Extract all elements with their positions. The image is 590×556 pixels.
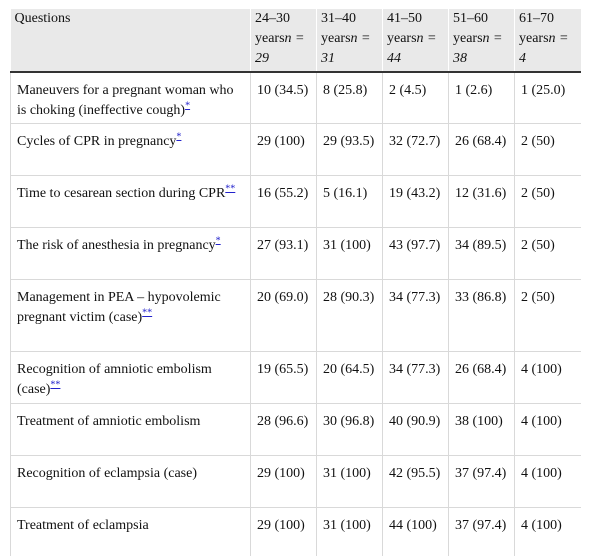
question-text: Treatment of amniotic embolism: [17, 414, 200, 429]
question-text: The risk of anesthesia in pregnancy: [17, 238, 216, 253]
value-cell: 2 (50): [515, 176, 581, 228]
value-cell: 19 (43.2): [383, 176, 449, 228]
footnote-link[interactable]: **: [142, 307, 152, 318]
value-cell: 8 (25.8): [317, 72, 383, 124]
header-group-24-30: 24–30 yearsn = 29: [251, 9, 317, 72]
value-cell: 31 (100): [317, 228, 383, 280]
question-cell: Maneuvers for a pregnant woman who is ch…: [11, 72, 251, 124]
value-cell: 29 (100): [251, 508, 317, 556]
value-cell: 29 (93.5): [317, 124, 383, 176]
value-cell: 44 (100): [383, 508, 449, 556]
header-group-61-70: 61–70 yearsn = 4: [515, 9, 581, 72]
footnote-link[interactable]: **: [50, 379, 60, 390]
value-cell: 1 (2.6): [449, 72, 515, 124]
table-row: Management in PEA – hypovolemic pregnant…: [11, 280, 581, 352]
value-cell: 26 (68.4): [449, 352, 515, 404]
value-cell: 20 (64.5): [317, 352, 383, 404]
table-container: Questions 24–30 yearsn = 29 31–40 yearsn…: [10, 9, 580, 556]
value-cell: 31 (100): [317, 508, 383, 556]
question-cell: Recognition of amniotic embolism (case)*…: [11, 352, 251, 404]
value-cell: 4 (100): [515, 352, 581, 404]
value-cell: 28 (96.6): [251, 404, 317, 456]
value-cell: 32 (72.7): [383, 124, 449, 176]
question-cell: The risk of anesthesia in pregnancy*: [11, 228, 251, 280]
table-row: Maneuvers for a pregnant woman who is ch…: [11, 72, 581, 124]
question-text: Maneuvers for a pregnant woman who is ch…: [17, 83, 234, 118]
question-text: Management in PEA – hypovolemic pregnant…: [17, 290, 221, 325]
header-group-31-40: 31–40 yearsn = 31: [317, 9, 383, 72]
value-cell: 28 (90.3): [317, 280, 383, 352]
value-cell: 34 (77.3): [383, 280, 449, 352]
question-text: Treatment of eclampsia: [17, 518, 149, 533]
question-cell: Time to cesarean section during CPR**: [11, 176, 251, 228]
value-cell: 29 (100): [251, 124, 317, 176]
question-text: Recognition of eclampsia (case): [17, 466, 197, 481]
header-questions: Questions: [11, 9, 251, 72]
value-cell: 29 (100): [251, 456, 317, 508]
header-group-41-50: 41–50 yearsn = 44: [383, 9, 449, 72]
table-row: The risk of anesthesia in pregnancy* 27 …: [11, 228, 581, 280]
value-cell: 20 (69.0): [251, 280, 317, 352]
question-text: Cycles of CPR in pregnancy: [17, 134, 176, 149]
table-row: Recognition of amniotic embolism (case)*…: [11, 352, 581, 404]
value-cell: 16 (55.2): [251, 176, 317, 228]
footnote-link[interactable]: *: [216, 235, 221, 246]
table-row: Treatment of amniotic embolism 28 (96.6)…: [11, 404, 581, 456]
value-cell: 37 (97.4): [449, 508, 515, 556]
value-cell: 2 (50): [515, 280, 581, 352]
question-cell: Management in PEA – hypovolemic pregnant…: [11, 280, 251, 352]
value-cell: 1 (25.0): [515, 72, 581, 124]
value-cell: 10 (34.5): [251, 72, 317, 124]
footnote-link[interactable]: *: [185, 100, 190, 111]
value-cell: 33 (86.8): [449, 280, 515, 352]
question-cell: Treatment of eclampsia: [11, 508, 251, 556]
value-cell: 43 (97.7): [383, 228, 449, 280]
value-cell: 34 (77.3): [383, 352, 449, 404]
value-cell: 4 (100): [515, 404, 581, 456]
question-cell: Treatment of amniotic embolism: [11, 404, 251, 456]
value-cell: 34 (89.5): [449, 228, 515, 280]
value-cell: 40 (90.9): [383, 404, 449, 456]
question-text: Time to cesarean section during CPR: [17, 186, 225, 201]
table-row: Treatment of eclampsia 29 (100) 31 (100)…: [11, 508, 581, 556]
value-cell: 42 (95.5): [383, 456, 449, 508]
value-cell: 37 (97.4): [449, 456, 515, 508]
value-cell: 26 (68.4): [449, 124, 515, 176]
value-cell: 27 (93.1): [251, 228, 317, 280]
value-cell: 12 (31.6): [449, 176, 515, 228]
question-text: Recognition of amniotic embolism (case): [17, 362, 212, 397]
table-row: Time to cesarean section during CPR** 16…: [11, 176, 581, 228]
value-cell: 5 (16.1): [317, 176, 383, 228]
table-row: Recognition of eclampsia (case) 29 (100)…: [11, 456, 581, 508]
footnote-link[interactable]: *: [176, 131, 181, 142]
value-cell: 38 (100): [449, 404, 515, 456]
question-cell: Cycles of CPR in pregnancy*: [11, 124, 251, 176]
value-cell: 30 (96.8): [317, 404, 383, 456]
value-cell: 2 (50): [515, 228, 581, 280]
value-cell: 2 (4.5): [383, 72, 449, 124]
value-cell: 4 (100): [515, 508, 581, 556]
table-row: Cycles of CPR in pregnancy* 29 (100) 29 …: [11, 124, 581, 176]
value-cell: 19 (65.5): [251, 352, 317, 404]
value-cell: 2 (50): [515, 124, 581, 176]
header-group-51-60: 51–60 yearsn = 38: [449, 9, 515, 72]
value-cell: 4 (100): [515, 456, 581, 508]
footnote-link[interactable]: **: [225, 183, 235, 194]
results-table: Questions 24–30 yearsn = 29 31–40 yearsn…: [10, 9, 581, 556]
value-cell: 31 (100): [317, 456, 383, 508]
header-row: Questions 24–30 yearsn = 29 31–40 yearsn…: [11, 9, 581, 72]
question-cell: Recognition of eclampsia (case): [11, 456, 251, 508]
